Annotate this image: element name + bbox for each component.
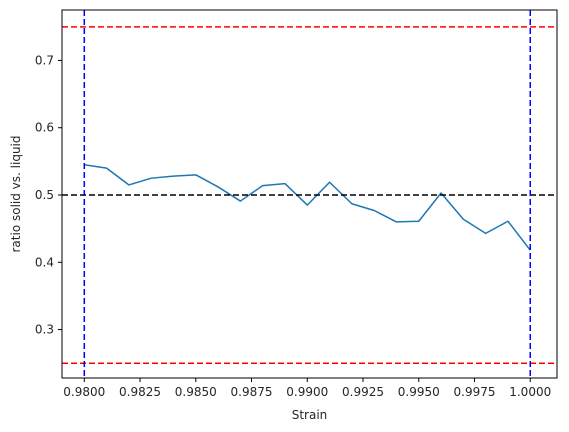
plot-background [62, 10, 557, 378]
reference-lines [62, 10, 557, 378]
y-tick-label: 0.3 [35, 323, 54, 337]
x-tick-label: 1.0000 [509, 385, 551, 399]
x-tick-label: 0.9950 [398, 385, 440, 399]
x-tick-label: 0.9800 [63, 385, 105, 399]
y-axis-label: ratio solid vs. liquid [9, 136, 23, 253]
plot-frame [61, 9, 558, 379]
x-tick-label: 0.9900 [286, 385, 328, 399]
y-axis: 0.3 0.4 0.5 0.6 0.7 [35, 53, 62, 337]
series-line-0 [84, 163, 531, 251]
x-axis-label: Strain [292, 408, 328, 422]
x-tick-label: 0.9825 [119, 385, 161, 399]
x-axis: 0.9800 0.9825 0.9850 0.9875 0.9900 0.9925 0.99… [63, 378, 551, 399]
y-tick-label: 0.5 [35, 188, 54, 202]
y-tick-label: 0.7 [35, 53, 54, 67]
series-layer [84, 163, 531, 251]
y-tick-label: 0.4 [35, 255, 54, 269]
x-tick-label: 0.9975 [454, 385, 496, 399]
x-tick-label: 0.9875 [231, 385, 273, 399]
x-tick-label: 0.9925 [342, 385, 384, 399]
y-tick-label: 0.6 [35, 121, 54, 135]
x-tick-label: 0.9850 [175, 385, 217, 399]
